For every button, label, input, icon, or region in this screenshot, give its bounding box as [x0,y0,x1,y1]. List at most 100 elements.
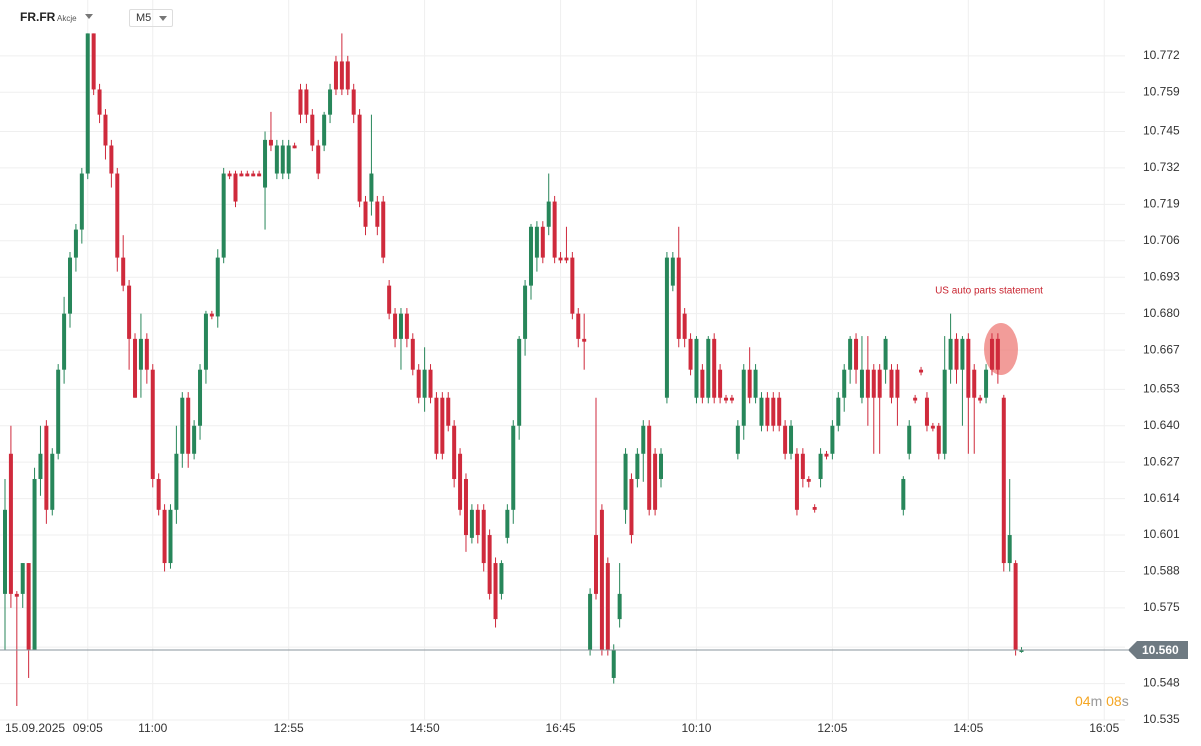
candle-body [310,114,315,146]
candle-body [789,425,794,454]
candle-body [706,338,711,398]
y-tick-label: 10.535 [1143,712,1180,726]
timer: 04m 08s [1075,693,1129,709]
interval: M5 [136,12,152,24]
y-tick-label: 10.772 [1143,48,1180,62]
candle-body [351,89,356,115]
x-tick-label: 09:05 [73,721,103,735]
candle-body [936,425,941,454]
candle-body [724,397,729,401]
candle-body [38,453,43,479]
candle-body [576,313,581,339]
candle-body [540,226,545,258]
candle-body [8,453,13,594]
candle-body [363,201,368,227]
x-tick-label: 16:05 [1089,721,1119,735]
candle-body [292,145,297,149]
candle-body [121,257,126,286]
candle-body [186,397,191,454]
candle-body [245,173,250,177]
candle-body [871,369,876,398]
annotation: US auto parts statement [935,286,1043,297]
candle-body [505,509,510,538]
candle-body [753,369,758,398]
candle-body [546,201,551,227]
candle-body [901,478,906,510]
x-tick-label: 14:50 [410,721,440,735]
candle-body [824,453,829,457]
candle-body [221,173,226,258]
candle-body [227,173,232,177]
candle-body [582,338,587,342]
candle-body [718,369,723,398]
candle-body [729,397,734,401]
candle-body [635,453,640,479]
x-tick-label: 12:55 [274,721,304,735]
candle-body [133,338,138,398]
candle-body [209,313,214,317]
candle-body [369,173,374,202]
candle-body [611,649,616,678]
candle-body [783,425,788,454]
candle-body [428,369,433,398]
candle-body [741,369,746,426]
candle-body [286,145,291,174]
candle-body [812,507,817,510]
current-price-label: 10.560 [1142,643,1179,657]
symbol[interactable]: FR.FR [20,10,56,24]
y-tick-label: 10.693 [1143,269,1180,283]
candle-body [830,425,835,454]
candle-body [263,139,268,188]
candle-body [570,257,575,314]
candle-body [989,338,994,370]
y-tick-label: 10.745 [1143,124,1180,138]
candle-body [180,397,185,454]
candle-body [528,226,533,286]
candle-body [162,509,167,564]
candle-body [393,313,398,339]
candle-body [156,478,161,510]
candle-body [410,338,415,370]
y-tick-label: 10.614 [1143,491,1180,505]
candle-body [404,313,409,339]
dropdown-arrow [159,16,167,21]
candle-body [304,89,309,115]
candle-body [387,285,392,314]
candle-body [777,397,782,426]
candle-body [806,478,811,482]
candle-body [268,139,273,146]
candle-body [174,453,179,510]
candle-body [682,313,687,339]
candle-body [316,145,321,174]
candle-body [800,453,805,479]
candle-body [558,257,563,261]
candle-body [68,257,73,314]
candle-body [103,114,108,146]
candle-body [854,338,859,370]
candle-body [422,369,427,398]
candle-body [942,369,947,454]
candle-body [339,61,344,90]
candle-body [913,397,918,401]
y-tick-label: 10.706 [1143,233,1180,247]
candle-body [73,229,78,258]
candle-body [930,425,935,429]
x-tick-label: 15.09.2025 [5,721,65,735]
candle-body [463,478,468,536]
candle-body [56,369,61,454]
candle-body [280,145,285,174]
candle-body [97,89,102,115]
dropdown-arrow[interactable] [85,14,95,20]
candle-body [617,593,622,620]
candle-body [109,145,114,174]
candle-body [653,453,658,510]
candle-body [552,201,557,258]
candle-body [26,563,31,650]
candle-body [517,338,522,426]
candle-body [818,453,823,479]
candle-body [1019,649,1024,652]
interval-select[interactable]: M5 [129,9,173,27]
candle-body [333,61,338,90]
candle-body [127,285,132,339]
